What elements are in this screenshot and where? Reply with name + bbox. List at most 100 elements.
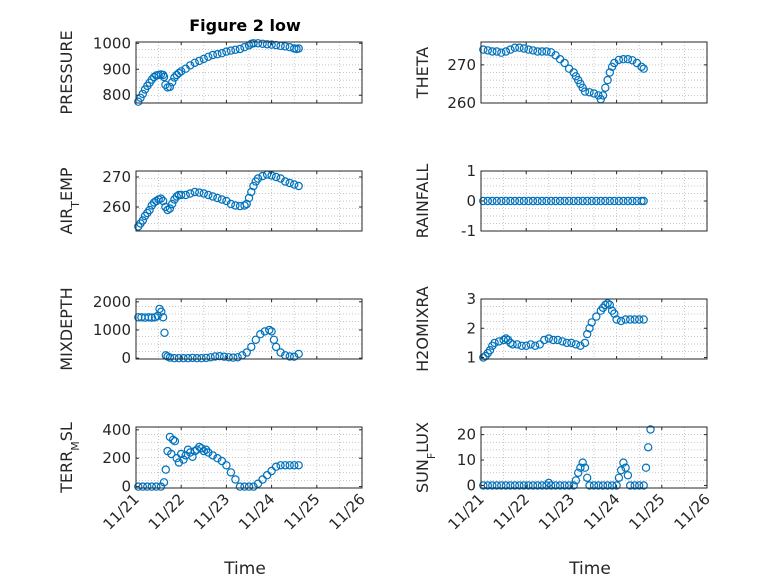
data-point (630, 315, 639, 324)
data-point (574, 468, 583, 477)
data-point (641, 463, 651, 472)
data-point (281, 461, 290, 470)
data-point (546, 481, 556, 490)
data-point (492, 196, 501, 206)
data-point (639, 64, 648, 73)
data-point (267, 40, 276, 49)
data-point (294, 461, 303, 470)
data-point (601, 300, 610, 310)
data-point (163, 205, 172, 215)
data-point (217, 456, 227, 466)
data-point (580, 338, 590, 348)
data-point (555, 196, 565, 206)
data-point (138, 482, 147, 491)
data-point (253, 479, 263, 488)
data-point (143, 482, 152, 491)
data-point (262, 40, 272, 49)
y-axis-label: AIRTEMP (57, 167, 82, 234)
data-point (510, 196, 520, 206)
data-point (147, 482, 156, 491)
data-point (174, 354, 184, 363)
data-point (510, 481, 520, 490)
y-tick-label: 900 (102, 60, 131, 78)
data-point (519, 196, 529, 206)
data-point (240, 201, 249, 210)
data-point (290, 180, 299, 189)
data-point (630, 481, 639, 490)
data-point (578, 458, 587, 467)
subplot-air-temp: 260 270 AIRTEMP (57, 167, 363, 235)
data-point (510, 43, 520, 52)
data-point (533, 481, 542, 490)
data-point (601, 196, 610, 206)
y-tick-label: 0 (466, 192, 476, 210)
data-point (258, 475, 267, 484)
x-axis-label: Time (223, 559, 266, 579)
data-point (639, 315, 648, 324)
data-point (281, 42, 290, 51)
data-point (188, 353, 197, 363)
data-point (614, 55, 624, 65)
data-point (159, 72, 169, 82)
data-point (614, 473, 624, 482)
data-point (195, 442, 204, 452)
y-axis-label: PRESSURE (57, 30, 76, 114)
series-markers (479, 425, 655, 490)
data-point (206, 353, 215, 362)
y-tick-label: 1 (466, 349, 476, 367)
y-tick-label: 1000 (93, 321, 131, 339)
data-point (574, 196, 583, 206)
data-point (235, 482, 245, 491)
data-point (605, 68, 615, 77)
data-point (485, 346, 495, 355)
data-point (610, 196, 619, 206)
axes-box (135, 298, 363, 360)
data-point (508, 340, 517, 349)
data-point (208, 192, 217, 201)
grid (481, 427, 707, 488)
data-point (628, 196, 637, 206)
data-point (183, 354, 193, 363)
series-markers (134, 170, 303, 231)
data-point (262, 471, 272, 480)
data-point (244, 482, 254, 491)
data-point (628, 56, 637, 65)
data-point (294, 181, 303, 191)
data-point (598, 481, 608, 490)
data-point (623, 471, 633, 480)
axes-box (480, 41, 708, 104)
data-point (258, 39, 267, 49)
data-point (623, 55, 633, 64)
y-tick-label: 10 (457, 451, 476, 469)
data-point (231, 475, 240, 484)
data-point (562, 338, 572, 348)
data-point (240, 482, 249, 491)
data-point (540, 335, 549, 345)
data-point (535, 340, 545, 349)
data-point (285, 178, 294, 188)
data-point (537, 196, 547, 206)
figure-title: Figure 2 low (189, 16, 301, 35)
data-point (160, 328, 169, 337)
data-point (598, 91, 608, 100)
data-point (522, 341, 531, 350)
data-point (497, 48, 506, 57)
data-point (621, 315, 630, 324)
data-point (285, 352, 294, 361)
data-point (560, 481, 569, 490)
data-point (167, 77, 177, 87)
data-point (644, 443, 653, 452)
data-point (519, 44, 529, 53)
data-point (583, 196, 592, 206)
data-point (585, 88, 594, 97)
data-point (179, 455, 188, 464)
data-point (596, 196, 606, 206)
data-point (276, 461, 285, 470)
data-point (249, 181, 258, 191)
data-point (181, 190, 190, 200)
data-point (612, 481, 621, 490)
data-point (524, 196, 533, 206)
data-point (488, 47, 497, 56)
data-point (144, 313, 153, 322)
data-point (506, 196, 515, 206)
